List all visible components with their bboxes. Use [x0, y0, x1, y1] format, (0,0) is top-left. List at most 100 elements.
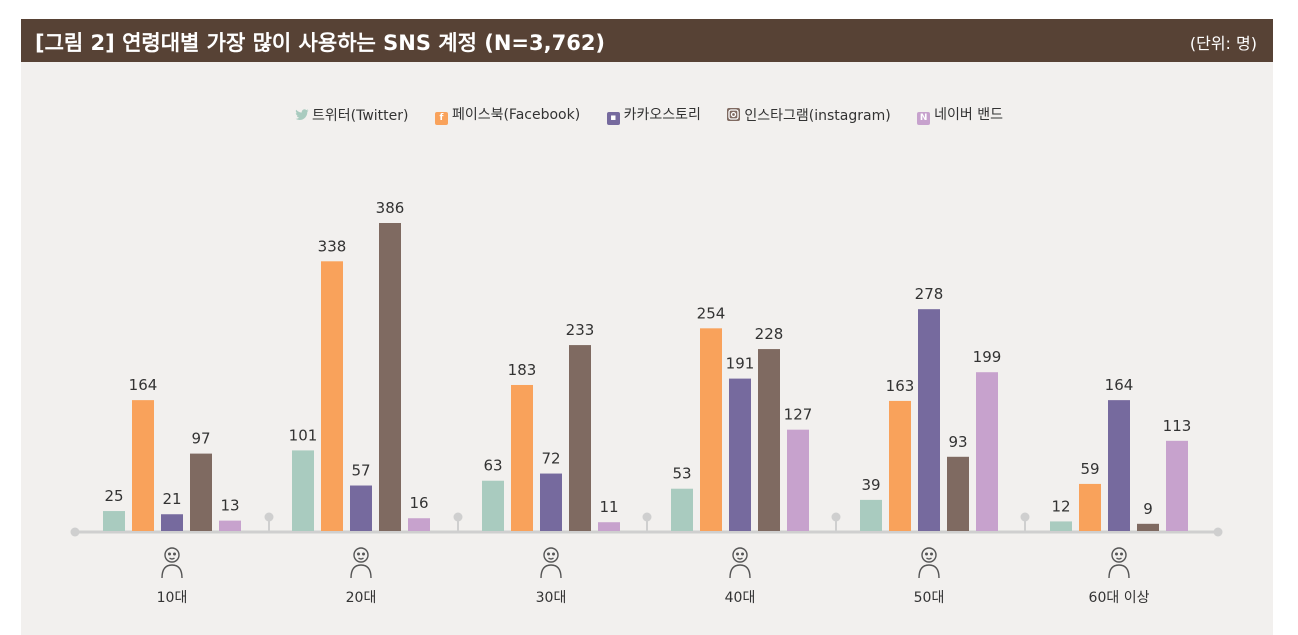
group-separator-dot: [1020, 512, 1030, 522]
group-separator-dot: [831, 512, 841, 522]
legend-item-naver-band: N 네이버 밴드: [917, 104, 1003, 125]
bar: [190, 453, 212, 531]
bar: [671, 488, 693, 531]
data-label: 13: [220, 497, 239, 515]
category-label: 20대: [346, 590, 377, 606]
bar: [700, 328, 722, 531]
data-label: 191: [726, 355, 755, 373]
person-50s-icon: [918, 547, 940, 579]
person-40s-icon: [729, 547, 751, 579]
bar: [1137, 523, 1159, 531]
legend: 트위터(Twitter) f 페이스북(Facebook) ▪ 카카오스토리 인스타…: [0, 104, 1298, 125]
data-label: 57: [351, 462, 370, 480]
legend-item-twitter: 트위터(Twitter): [295, 105, 409, 125]
category-label: 50대: [914, 590, 945, 606]
bar: [889, 400, 911, 531]
category-label: 60대 이상: [1089, 590, 1150, 606]
data-label: 53: [672, 465, 691, 483]
data-label: 164: [1105, 376, 1134, 394]
twitter-bird-icon: [295, 108, 309, 122]
bar: [598, 522, 620, 531]
legend-label: 페이스북(Facebook): [451, 107, 581, 123]
bar: [1166, 440, 1188, 531]
axis-end-dot: [70, 527, 80, 537]
person-60s-icon: [1108, 547, 1130, 579]
data-label: 11: [599, 498, 618, 516]
bar: [482, 480, 504, 531]
data-label: 12: [1051, 497, 1070, 515]
bar: [511, 384, 533, 531]
legend-item-facebook: f 페이스북(Facebook): [434, 104, 581, 125]
unit-label: (단위: 명): [1189, 34, 1257, 53]
bar: [758, 349, 780, 531]
data-label: 16: [409, 494, 428, 512]
bar: [918, 309, 940, 531]
legend-item-kakaostory: ▪ 카카오스토리: [606, 104, 701, 125]
bar: [379, 223, 401, 531]
data-label: 59: [1080, 460, 1099, 478]
group-separator-dot: [642, 512, 652, 522]
group-separator-dot: [453, 512, 463, 522]
data-label: 338: [318, 237, 347, 255]
data-label: 233: [566, 321, 595, 339]
bar: [569, 345, 591, 531]
data-label: 97: [191, 430, 210, 448]
legend-item-instagram: 인스타그램(instagram): [727, 105, 891, 125]
instagram-camera-icon: [727, 107, 741, 121]
data-label: 25: [104, 487, 123, 505]
person-30s-icon: [540, 547, 562, 579]
bar: [787, 429, 809, 531]
naver-band-icon: N: [917, 112, 931, 125]
bar: [1079, 483, 1101, 531]
data-label: 21: [162, 490, 181, 508]
category-label: 10대: [157, 590, 188, 606]
facebook-f-icon: f: [434, 112, 448, 125]
bar: [729, 378, 751, 531]
bar: [219, 520, 241, 531]
bar: [350, 485, 372, 531]
kakaostory-icon: ▪: [606, 112, 620, 125]
legend-label: 인스타그램(instagram): [744, 107, 891, 124]
person-20s-icon: [350, 547, 372, 579]
category-label: 40대: [725, 590, 756, 606]
bar: [132, 400, 154, 531]
chart-panel: [21, 62, 1273, 635]
chart-title: [그림 2] 연령대별 가장 많이 사용하는 SNS 계정 (N=3,762): [35, 31, 606, 55]
person-10s-icon: [161, 547, 183, 579]
data-label: 93: [948, 433, 967, 451]
bar: [1050, 521, 1072, 531]
bar: [947, 456, 969, 531]
data-label: 127: [784, 406, 813, 424]
data-label: 113: [1163, 417, 1192, 435]
bar: [408, 518, 430, 531]
chart-header: [그림 2] 연령대별 가장 많이 사용하는 SNS 계정 (N=3,762) …: [21, 19, 1273, 62]
data-label: 386: [376, 199, 405, 217]
bar: [292, 450, 314, 531]
axis-end-dot: [1213, 527, 1223, 537]
bar: [321, 261, 343, 531]
data-label: 163: [886, 377, 915, 395]
data-label: 199: [973, 348, 1002, 366]
data-label: 9: [1143, 500, 1153, 518]
data-label: 164: [129, 376, 158, 394]
data-label: 39: [861, 476, 880, 494]
data-label: 254: [697, 304, 726, 322]
data-label: 63: [483, 457, 502, 475]
bar: [161, 514, 183, 531]
legend-label: 카카오스토리: [623, 107, 701, 123]
data-label: 278: [915, 285, 944, 303]
bar: [103, 511, 125, 531]
data-label: 101: [289, 426, 318, 444]
bar: [860, 499, 882, 531]
bar: [540, 473, 562, 531]
legend-label: 네이버 밴드: [934, 107, 1003, 123]
category-label: 30대: [536, 590, 567, 606]
data-label: 183: [508, 361, 537, 379]
legend-label: 트위터(Twitter): [312, 107, 409, 124]
data-label: 72: [541, 450, 560, 468]
bar: [1108, 400, 1130, 531]
data-label: 228: [755, 325, 784, 343]
group-separator-dot: [264, 512, 274, 522]
bar: [976, 372, 998, 531]
